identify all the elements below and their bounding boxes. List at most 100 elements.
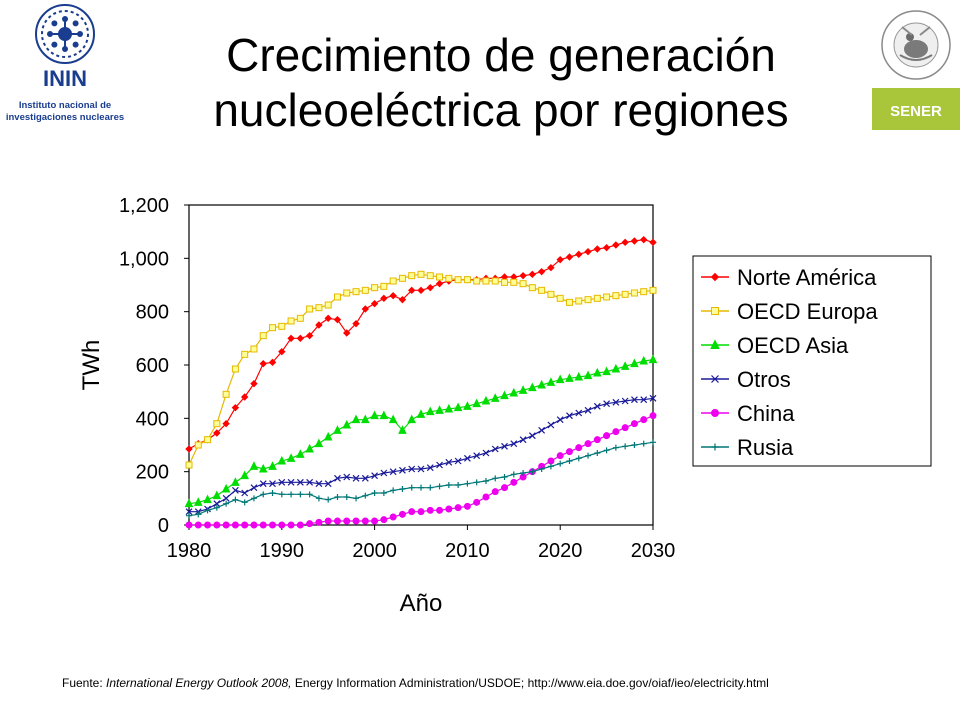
data-point-rusia [288, 491, 295, 498]
data-point-china [389, 513, 397, 521]
data-point-oecd-asia [342, 419, 352, 429]
data-point-norte-am-rica [537, 267, 546, 276]
data-point-oecd-europa [250, 345, 258, 353]
data-point-otros [296, 478, 304, 486]
data-point-oecd-asia [537, 379, 546, 389]
data-point-norte-am-rica [213, 429, 221, 437]
data-point-china [278, 521, 286, 529]
data-point-norte-am-rica [259, 359, 267, 368]
data-point-rusia [436, 483, 443, 490]
data-point-china [547, 457, 555, 465]
data-point-norte-am-rica [361, 305, 370, 313]
data-point-rusia [334, 494, 341, 500]
data-point-oecd-asia [268, 461, 277, 470]
data-point-rusia [603, 447, 610, 454]
data-point-otros [593, 402, 601, 410]
data-point-rusia [520, 470, 527, 476]
data-point-norte-am-rica [380, 294, 388, 303]
data-point-norte-am-rica [231, 403, 240, 412]
data-point-oecd-asia [388, 414, 398, 424]
y-tick-label: 600 [136, 355, 169, 377]
data-point-norte-am-rica [640, 235, 648, 244]
data-point-rusia [557, 460, 564, 467]
data-point-oecd-asia [639, 355, 649, 365]
data-point-oecd-asia [398, 425, 407, 434]
series-line-oecd-asia [188, 359, 654, 505]
data-point-oecd-europa [482, 277, 490, 285]
data-point-china [185, 521, 193, 529]
data-point-china [454, 504, 462, 512]
data-point-oecd-europa [398, 274, 406, 282]
data-point-otros [510, 440, 518, 448]
data-point-norte-am-rica [370, 299, 379, 308]
x-tick-label: 1990 [260, 540, 305, 562]
data-point-china [612, 428, 620, 436]
data-point-norte-am-rica [575, 250, 583, 259]
data-point-otros [417, 465, 425, 473]
data-point-oecd-europa [389, 277, 397, 285]
data-point-rusia [269, 490, 276, 496]
data-point-oecd-europa [649, 286, 657, 294]
series-line-oecd-europa [188, 273, 654, 466]
data-point-oecd-europa [222, 390, 230, 398]
data-point-rusia [501, 474, 508, 480]
data-point-norte-am-rica [547, 263, 555, 272]
data-point-oecd-asia [333, 425, 342, 434]
data-point-oecd-asia [407, 414, 417, 424]
data-point-oecd-asia [425, 406, 435, 416]
x-tick-label: 2020 [538, 540, 583, 562]
data-point-rusia [223, 500, 230, 507]
data-point-oecd-europa [194, 441, 202, 449]
y-tick-label: 400 [136, 408, 169, 430]
data-point-china [213, 521, 221, 529]
data-point-oecd-europa [584, 296, 592, 304]
data-point-otros [352, 474, 360, 482]
footnote-prefix: Fuente: [62, 676, 107, 690]
data-point-rusia [612, 444, 619, 451]
data-point-oecd-asia [611, 363, 621, 373]
data-point-china [445, 505, 453, 513]
x-tick-label: 1980 [167, 540, 212, 562]
data-point-oecd-europa [501, 278, 509, 286]
data-point-norte-am-rica [352, 319, 360, 328]
data-point-oecd-asia [509, 387, 519, 397]
data-point-otros [185, 508, 193, 516]
data-point-oecd-europa [445, 274, 453, 282]
data-point-oecd-europa [417, 270, 425, 278]
data-point-otros [491, 445, 499, 453]
data-point-oecd-asia [193, 497, 203, 506]
data-point-china [296, 521, 304, 529]
data-point-oecd-europa [519, 280, 527, 288]
data-point-norte-am-rica [315, 321, 323, 329]
data-point-rusia [464, 480, 471, 487]
inin-logo: ININ Instituto nacional de investigacion… [0, 0, 130, 130]
data-point-oecd-asia [203, 494, 212, 504]
data-point-norte-am-rica [268, 358, 277, 367]
data-point-oecd-europa [204, 436, 212, 444]
data-point-china [584, 440, 592, 448]
data-point-oecd-asia [444, 403, 454, 413]
data-point-rusia [186, 512, 192, 519]
y-tick-label: 800 [136, 302, 169, 324]
data-point-china [398, 510, 406, 518]
data-point-china [565, 448, 573, 456]
data-point-rusia [278, 491, 285, 498]
data-point-oecd-asia [528, 382, 537, 392]
data-point-rusia [650, 439, 656, 446]
y-tick-label: 200 [136, 462, 169, 484]
data-point-rusia [622, 443, 629, 450]
data-point-oecd-asia [481, 395, 491, 405]
data-point-china [436, 506, 444, 514]
data-point-oecd-europa [426, 272, 434, 280]
data-point-china [194, 521, 202, 529]
data-point-otros [269, 480, 276, 488]
data-point-otros [482, 449, 490, 457]
data-point-norte-am-rica [398, 295, 407, 304]
data-point-otros [621, 397, 629, 405]
series-line-rusia [188, 441, 654, 517]
data-point-norte-am-rica [287, 334, 295, 343]
data-point-oecd-europa [352, 288, 360, 296]
data-point-china [593, 436, 601, 444]
footnote-source-title: International Energy Outlook 2008, [106, 676, 292, 690]
data-point-rusia [640, 440, 647, 447]
